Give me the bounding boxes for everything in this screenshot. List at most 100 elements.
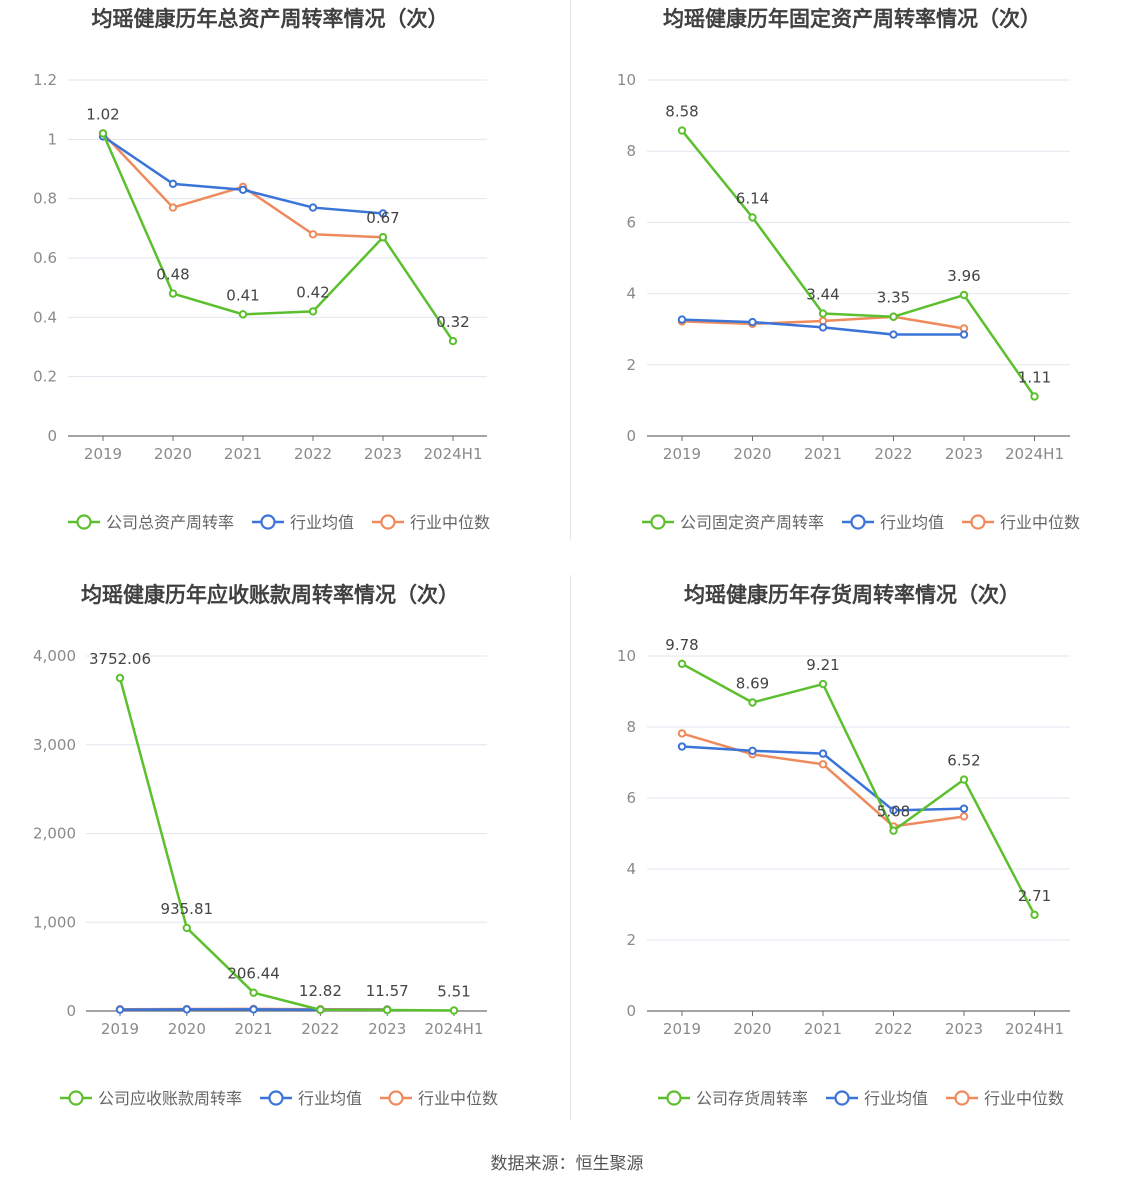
legend-swatch-marker (650, 514, 666, 530)
x-tick-label: 2021 (804, 445, 842, 463)
data-point-1 (959, 804, 969, 813)
data-label: 6.52 (947, 752, 980, 770)
y-tick-label: 0.8 (33, 190, 57, 208)
data-label: 1.11 (1018, 368, 1051, 386)
y-tick-label: 10 (617, 71, 636, 89)
data-point-1 (748, 317, 757, 327)
legend-swatch-marker (260, 514, 276, 530)
chart-panel-inventory-turnover: 均瑶健康历年存货周转率情况（次） 0 2 4 6 8 10 2019 2020 2021 2022 2… (567, 574, 1134, 1148)
data-label: 0.32 (436, 313, 469, 331)
data-label: 5.08 (877, 803, 910, 821)
data-point-0 (98, 129, 108, 138)
y-tick-label: 0 (66, 1002, 76, 1020)
x-tick-label: 2019 (101, 1020, 139, 1038)
data-point-0 (238, 310, 248, 319)
data-point-0 (316, 1005, 325, 1015)
data-label: 0.48 (156, 266, 189, 284)
x-tick-label: 2024H1 (425, 1020, 484, 1038)
data-point-0 (449, 1006, 459, 1015)
legend-label: 行业均值 (290, 513, 354, 532)
series-line-0 (101, 132, 455, 342)
data-point-1 (959, 330, 969, 339)
y-tick-label: 1.2 (33, 71, 57, 89)
x-tick-label: 2023 (945, 1020, 983, 1038)
legend-label: 公司应收账款周转率 (98, 1089, 242, 1108)
y-tick-label: 8 (626, 718, 636, 736)
data-point-0 (1030, 910, 1039, 919)
y-tick-label: 1,000 (33, 913, 76, 931)
x-tick-label: 2021 (804, 1020, 842, 1038)
chart-title: 均瑶健康历年存货周转率情况（次） (684, 583, 1020, 607)
x-tick-label: 2022 (874, 1020, 912, 1038)
data-point-2 (959, 812, 969, 821)
chart-panel-receivables-turnover: 均瑶健康历年应收账款周转率情况（次） 0 1,000 2,000 3,000 4,000 2… (0, 574, 567, 1148)
data-point-0 (448, 336, 458, 346)
data-point-1 (818, 323, 828, 332)
data-label: 12.82 (299, 982, 342, 1000)
legend-swatch-marker (970, 514, 986, 530)
legend-swatch-marker (380, 514, 396, 530)
data-point-1 (378, 209, 388, 218)
data-label: 1.02 (86, 105, 119, 123)
chart-inventory-turnover: 均瑶健康历年存货周转率情况（次） 0 2 4 6 8 10 2019 2020 2021 2022 2… (617, 583, 1070, 1108)
data-point-1 (748, 746, 757, 755)
y-tick-label: 0 (626, 427, 636, 445)
series-line-1 (102, 135, 384, 215)
y-tick-label: 0 (626, 1002, 636, 1020)
legend-swatch-marker (76, 514, 92, 530)
data-point-0 (115, 673, 125, 683)
x-tick-label: 2021 (224, 445, 262, 463)
series-line-0 (681, 662, 1036, 916)
x-tick-label: 2024H1 (1005, 445, 1064, 463)
legend-label: 行业均值 (880, 513, 944, 532)
y-tick-label: 4,000 (33, 647, 76, 665)
x-tick-label: 2024H1 (1005, 1020, 1064, 1038)
x-tick-label: 2022 (874, 445, 912, 463)
x-tick-label: 2024H1 (424, 445, 483, 463)
series-line-2 (681, 732, 965, 828)
data-point-2 (308, 230, 318, 239)
data-label: 8.69 (736, 675, 769, 693)
y-tick-label: 6 (626, 789, 636, 807)
y-tick-label: 1 (47, 130, 57, 148)
x-tick-label: 2023 (368, 1020, 406, 1038)
chart-title: 均瑶健康历年固定资产周转率情况（次） (663, 7, 1041, 31)
data-point-1 (115, 1005, 125, 1014)
data-point-1 (818, 749, 828, 758)
data-label: 2.71 (1018, 887, 1051, 905)
y-tick-label: 0.6 (33, 249, 57, 267)
legend-label: 行业中位数 (984, 1089, 1064, 1108)
x-tick-label: 2019 (663, 445, 701, 463)
data-point-0 (818, 309, 828, 318)
data-label: 3.35 (877, 289, 910, 307)
series-line-0 (681, 129, 1036, 398)
legend-swatch-marker (388, 1090, 404, 1106)
data-label: 5.51 (437, 983, 470, 1001)
chart-panel-fixed-asset-turnover: 均瑶健康历年固定资产周转率情况（次） 0 2 4 6 8 10 2019 2020 2021 202… (567, 0, 1134, 574)
data-label: 0.42 (296, 283, 329, 301)
legend-label: 行业均值 (298, 1089, 362, 1108)
data-label: 3752.06 (89, 650, 151, 668)
chart-panel-total-asset-turnover: 均瑶健康历年总资产周转率情况（次） 0 0.2 0.4 0.6 0.8 1 1.2 2019 20… (0, 0, 567, 574)
x-tick-label: 2021 (235, 1020, 273, 1038)
y-tick-label: 4 (626, 285, 636, 303)
data-point-2 (818, 760, 828, 769)
legend-label: 公司固定资产周转率 (680, 513, 824, 532)
chart-receivables-turnover: 均瑶健康历年应收账款周转率情况（次） 0 1,000 2,000 3,000 4,000 2… (33, 583, 498, 1108)
y-tick-label: 2 (626, 931, 636, 949)
y-tick-label: 0.2 (33, 368, 57, 386)
y-tick-label: 2 (626, 356, 636, 374)
y-tick-label: 10 (617, 647, 636, 665)
data-point-0 (383, 1005, 392, 1015)
x-tick-label: 2019 (663, 1020, 701, 1038)
y-tick-label: 6 (626, 213, 636, 231)
legend-swatch-marker (834, 1090, 850, 1106)
data-point-1 (249, 1005, 258, 1014)
data-label: 6.14 (736, 189, 769, 207)
data-point-0 (889, 826, 898, 835)
legend-swatch-marker (666, 1090, 682, 1106)
x-tick-label: 2020 (168, 1020, 206, 1038)
x-tick-label: 2023 (364, 445, 402, 463)
y-tick-label: 0 (47, 427, 57, 445)
data-point-2 (168, 203, 178, 212)
